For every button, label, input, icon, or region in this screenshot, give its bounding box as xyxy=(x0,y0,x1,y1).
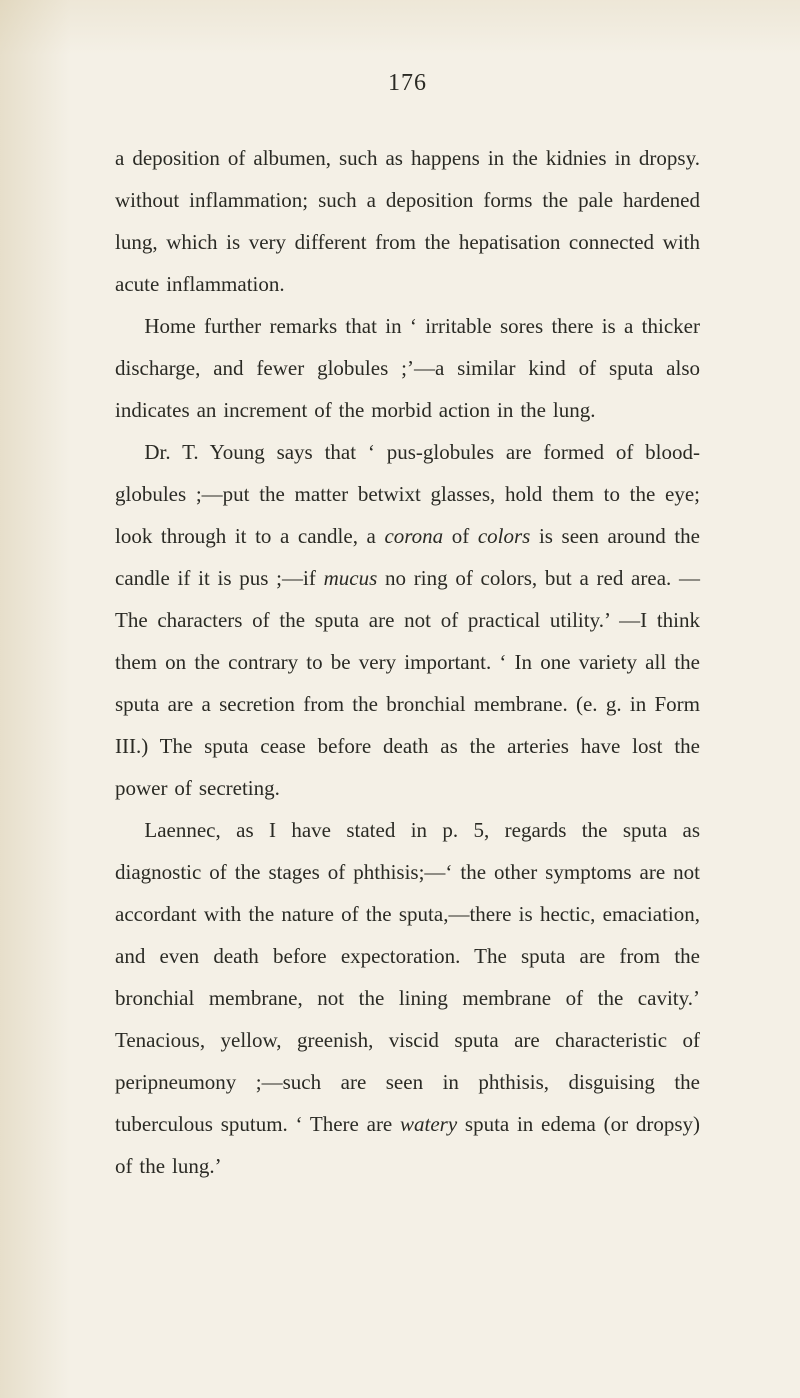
paragraph-4: Laennec, as I have stated in p. 5, regar… xyxy=(115,809,700,1187)
paragraph-2: Home further remarks that in ‘ irritable… xyxy=(115,305,700,431)
page-container: 176 a deposition of albumen, such as hap… xyxy=(0,0,800,1398)
paragraph-1: a deposition of albumen, such as happens… xyxy=(115,137,700,305)
page-number: 176 xyxy=(115,70,700,97)
body-text: a deposition of albumen, such as happens… xyxy=(115,137,700,1187)
paragraph-3: Dr. T. Young says that ‘ pus-globules ar… xyxy=(115,431,700,809)
